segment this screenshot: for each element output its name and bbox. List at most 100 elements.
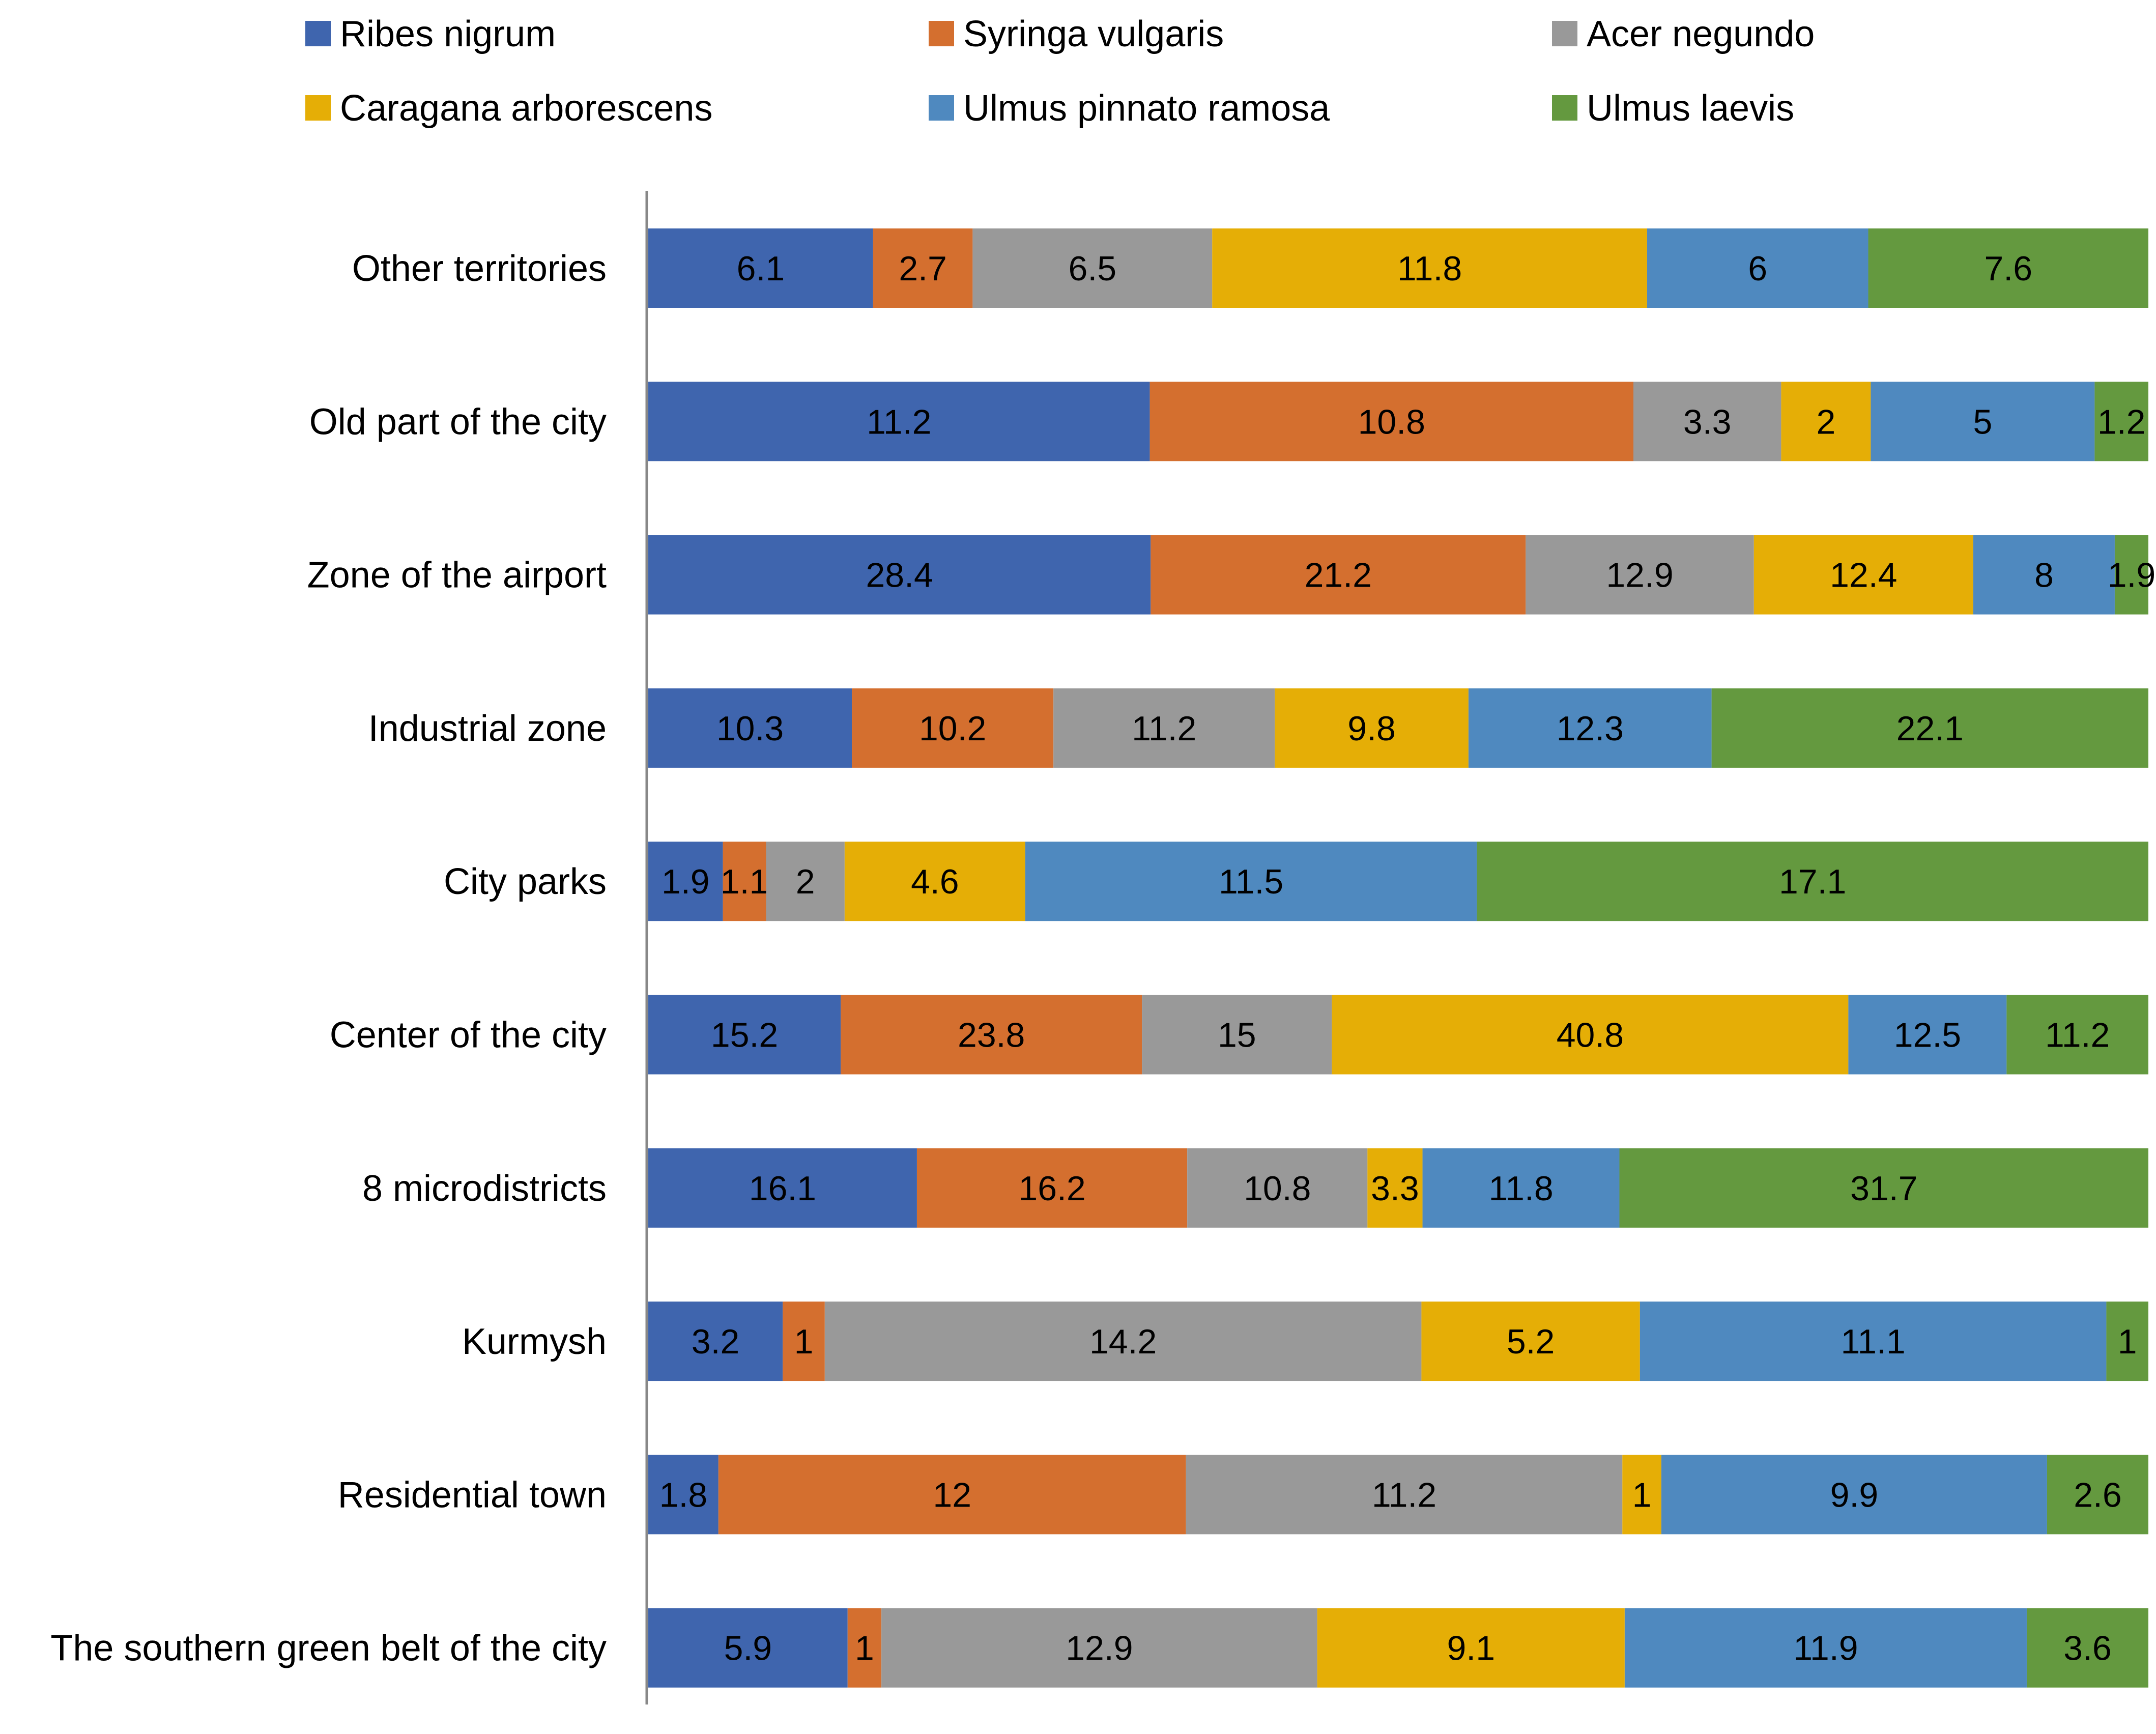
legend-label-ulmus-pinnato-ramosa: Ulmus pinnato ramosa bbox=[963, 88, 1330, 129]
data-label-city-parks-caragana-arborescens: 4.6 bbox=[911, 862, 959, 901]
bar-segment-kurmysh-acer-negundo bbox=[824, 1302, 1422, 1381]
category-label-the-southern-green-belt-of-the-city: The southern green belt of the city bbox=[50, 1628, 607, 1669]
data-label-old-part-of-the-city-syringa-vulgaris: 10.8 bbox=[1358, 402, 1425, 441]
bar-segment-the-southern-green-belt-of-the-city-caragana-arborescens bbox=[1317, 1608, 1625, 1688]
bar-segment-other-territories-acer-negundo bbox=[972, 228, 1213, 308]
bar-segment-8-microdistricts-ulmus-pinnato-ramosa bbox=[1422, 1148, 1620, 1228]
bar-segment-city-parks-ulmus-laevis bbox=[1477, 842, 2148, 921]
bar-segment-center-of-the-city-acer-negundo bbox=[1142, 995, 1332, 1075]
legend-swatch-syringa-vulgaris bbox=[929, 21, 954, 46]
bar-segment-8-microdistricts-acer-negundo bbox=[1187, 1148, 1368, 1228]
category-labels: Other territories Old part of the city Zon… bbox=[50, 248, 607, 1669]
legend-swatch-ribes-nigrum bbox=[305, 21, 331, 46]
data-label-the-southern-green-belt-of-the-city-ulmus-pinnato-ramosa: 11.9 bbox=[1793, 1629, 1858, 1668]
bar-segment-kurmysh-ulmus-laevis bbox=[2106, 1302, 2148, 1381]
bar-segment-residential-town-ulmus-laevis bbox=[2047, 1455, 2148, 1535]
bar-segment-old-part-of-the-city-syringa-vulgaris bbox=[1149, 382, 1633, 461]
category-label-old-part-of-the-city: Old part of the city bbox=[309, 401, 607, 442]
data-label-8-microdistricts-caragana-arborescens: 3.3 bbox=[1371, 1169, 1419, 1208]
data-label-center-of-the-city-acer-negundo: 15 bbox=[1218, 1016, 1256, 1055]
data-label-zone-of-the-airport-acer-negundo: 12.9 bbox=[1606, 556, 1673, 595]
legend-swatch-caragana-arborescens bbox=[305, 95, 331, 121]
bar-segment-the-southern-green-belt-of-the-city-ribes-nigrum bbox=[648, 1608, 848, 1688]
data-label-other-territories-syringa-vulgaris: 2.7 bbox=[899, 249, 947, 288]
category-label-city-parks: City parks bbox=[444, 861, 607, 902]
category-label-other-territories: Other territories bbox=[352, 248, 607, 289]
data-label-city-parks-syringa-vulgaris: 1.1 bbox=[721, 862, 769, 901]
bar-segment-other-territories-ribes-nigrum bbox=[648, 228, 873, 308]
bar-segment-zone-of-the-airport-syringa-vulgaris bbox=[1151, 535, 1526, 615]
category-label-zone-of-the-airport: Zone of the airport bbox=[307, 555, 607, 596]
bar-segment-residential-town-syringa-vulgaris bbox=[718, 1455, 1186, 1535]
data-label-industrial-zone-ulmus-pinnato-ramosa: 12.3 bbox=[1557, 709, 1624, 748]
bar-segment-zone-of-the-airport-caragana-arborescens bbox=[1753, 535, 1973, 615]
data-label-residential-town-ulmus-laevis: 2.6 bbox=[2074, 1476, 2122, 1514]
data-label-city-parks-ulmus-pinnato-ramosa: 11.5 bbox=[1219, 862, 1283, 901]
bar-segment-industrial-zone-ribes-nigrum bbox=[648, 688, 852, 768]
data-label-zone-of-the-airport-caragana-arborescens: 12.4 bbox=[1830, 556, 1897, 595]
bars: 6.1 2.7 6.5 11.8 6 7.611.2 10.8 3.3 2 5 1.228.4 21.… bbox=[648, 228, 2155, 1688]
data-label-other-territories-ribes-nigrum: 6.1 bbox=[737, 249, 785, 288]
data-label-residential-town-syringa-vulgaris: 12 bbox=[933, 1476, 971, 1514]
bar-segment-other-territories-ulmus-pinnato-ramosa bbox=[1647, 228, 1868, 308]
data-label-kurmysh-caragana-arborescens: 5.2 bbox=[1507, 1322, 1555, 1361]
data-label-8-microdistricts-syringa-vulgaris: 16.2 bbox=[1018, 1169, 1085, 1208]
data-label-kurmysh-ulmus-laevis: 1 bbox=[2118, 1322, 2137, 1361]
category-label-kurmysh: Kurmysh bbox=[462, 1321, 607, 1362]
legend-label-caragana-arborescens: Caragana arborescens bbox=[340, 88, 712, 129]
data-label-residential-town-acer-negundo: 11.2 bbox=[1372, 1476, 1436, 1514]
legend-swatch-acer-negundo bbox=[1552, 21, 1577, 46]
bar-segment-industrial-zone-ulmus-pinnato-ramosa bbox=[1468, 688, 1712, 768]
bar-segment-center-of-the-city-ulmus-laevis bbox=[2006, 995, 2148, 1075]
bar-segment-kurmysh-syringa-vulgaris bbox=[783, 1302, 825, 1381]
bar-segment-the-southern-green-belt-of-the-city-syringa-vulgaris bbox=[847, 1608, 882, 1688]
bar-segment-zone-of-the-airport-acer-negundo bbox=[1526, 535, 1754, 615]
bar-segment-old-part-of-the-city-acer-negundo bbox=[1633, 382, 1781, 461]
data-label-other-territories-acer-negundo: 6.5 bbox=[1069, 249, 1117, 288]
data-label-residential-town-ulmus-pinnato-ramosa: 9.9 bbox=[1830, 1476, 1879, 1514]
data-label-the-southern-green-belt-of-the-city-ribes-nigrum: 5.9 bbox=[724, 1629, 772, 1668]
bar-segment-industrial-zone-ulmus-laevis bbox=[1711, 688, 2148, 768]
bar-segment-the-southern-green-belt-of-the-city-ulmus-pinnato-ramosa bbox=[1624, 1608, 2027, 1688]
data-label-8-microdistricts-acer-negundo: 10.8 bbox=[1244, 1169, 1311, 1208]
data-label-old-part-of-the-city-ulmus-pinnato-ramosa: 5 bbox=[1973, 402, 1992, 441]
bar-segment-other-territories-ulmus-laevis bbox=[1868, 228, 2148, 308]
data-label-industrial-zone-ribes-nigrum: 10.3 bbox=[716, 709, 784, 748]
data-label-industrial-zone-syringa-vulgaris: 10.2 bbox=[919, 709, 986, 748]
data-label-8-microdistricts-ribes-nigrum: 16.1 bbox=[749, 1169, 816, 1208]
bar-segment-other-territories-caragana-arborescens bbox=[1212, 228, 1647, 308]
data-label-kurmysh-syringa-vulgaris: 1 bbox=[794, 1322, 814, 1361]
data-label-old-part-of-the-city-ribes-nigrum: 11.2 bbox=[867, 402, 931, 441]
bar-segment-residential-town-ulmus-pinnato-ramosa bbox=[1661, 1455, 2047, 1535]
bar-segment-old-part-of-the-city-caragana-arborescens bbox=[1781, 382, 1871, 461]
legend-label-syringa-vulgaris: Syringa vulgaris bbox=[963, 14, 1224, 54]
category-label-industrial-zone: Industrial zone bbox=[368, 708, 607, 749]
data-label-center-of-the-city-caragana-arborescens: 40.8 bbox=[1557, 1016, 1624, 1055]
data-label-zone-of-the-airport-ulmus-laevis: 1.9 bbox=[2108, 556, 2156, 595]
bar-segment-center-of-the-city-ulmus-pinnato-ramosa bbox=[1848, 995, 2007, 1075]
data-label-8-microdistricts-ulmus-pinnato-ramosa: 11.8 bbox=[1488, 1169, 1553, 1208]
legend-swatch-ulmus-laevis bbox=[1552, 95, 1577, 121]
bar-segment-city-parks-acer-negundo bbox=[766, 842, 845, 921]
bar-segment-other-territories-syringa-vulgaris bbox=[873, 228, 973, 308]
bar-segment-old-part-of-the-city-ulmus-laevis bbox=[2094, 382, 2148, 461]
data-label-industrial-zone-acer-negundo: 11.2 bbox=[1132, 709, 1196, 748]
bar-segment-center-of-the-city-syringa-vulgaris bbox=[841, 995, 1142, 1075]
bar-segment-8-microdistricts-syringa-vulgaris bbox=[916, 1148, 1188, 1228]
data-label-old-part-of-the-city-ulmus-laevis: 1.2 bbox=[2097, 402, 2146, 441]
bar-segment-8-microdistricts-caragana-arborescens bbox=[1367, 1148, 1423, 1228]
legend-swatch-ulmus-pinnato-ramosa bbox=[929, 95, 954, 121]
bar-segment-residential-town-caragana-arborescens bbox=[1622, 1455, 1661, 1535]
bar-segment-industrial-zone-acer-negundo bbox=[1053, 688, 1275, 768]
bar-segment-kurmysh-ulmus-pinnato-ramosa bbox=[1640, 1302, 2107, 1381]
bar-segment-8-microdistricts-ribes-nigrum bbox=[648, 1148, 917, 1228]
data-label-city-parks-acer-negundo: 2 bbox=[796, 862, 815, 901]
data-label-city-parks-ulmus-laevis: 17.1 bbox=[1779, 862, 1846, 901]
bar-segment-zone-of-the-airport-ribes-nigrum bbox=[648, 535, 1151, 615]
legend-label-ulmus-laevis: Ulmus laevis bbox=[1587, 88, 1794, 129]
data-label-industrial-zone-ulmus-laevis: 22.1 bbox=[1896, 709, 1964, 748]
data-label-center-of-the-city-ulmus-laevis: 11.2 bbox=[2045, 1016, 2110, 1055]
legend: Ribes nigrum Syringa vulgaris Acer negundo… bbox=[305, 14, 1815, 129]
bar-segment-city-parks-ulmus-pinnato-ramosa bbox=[1025, 842, 1477, 921]
